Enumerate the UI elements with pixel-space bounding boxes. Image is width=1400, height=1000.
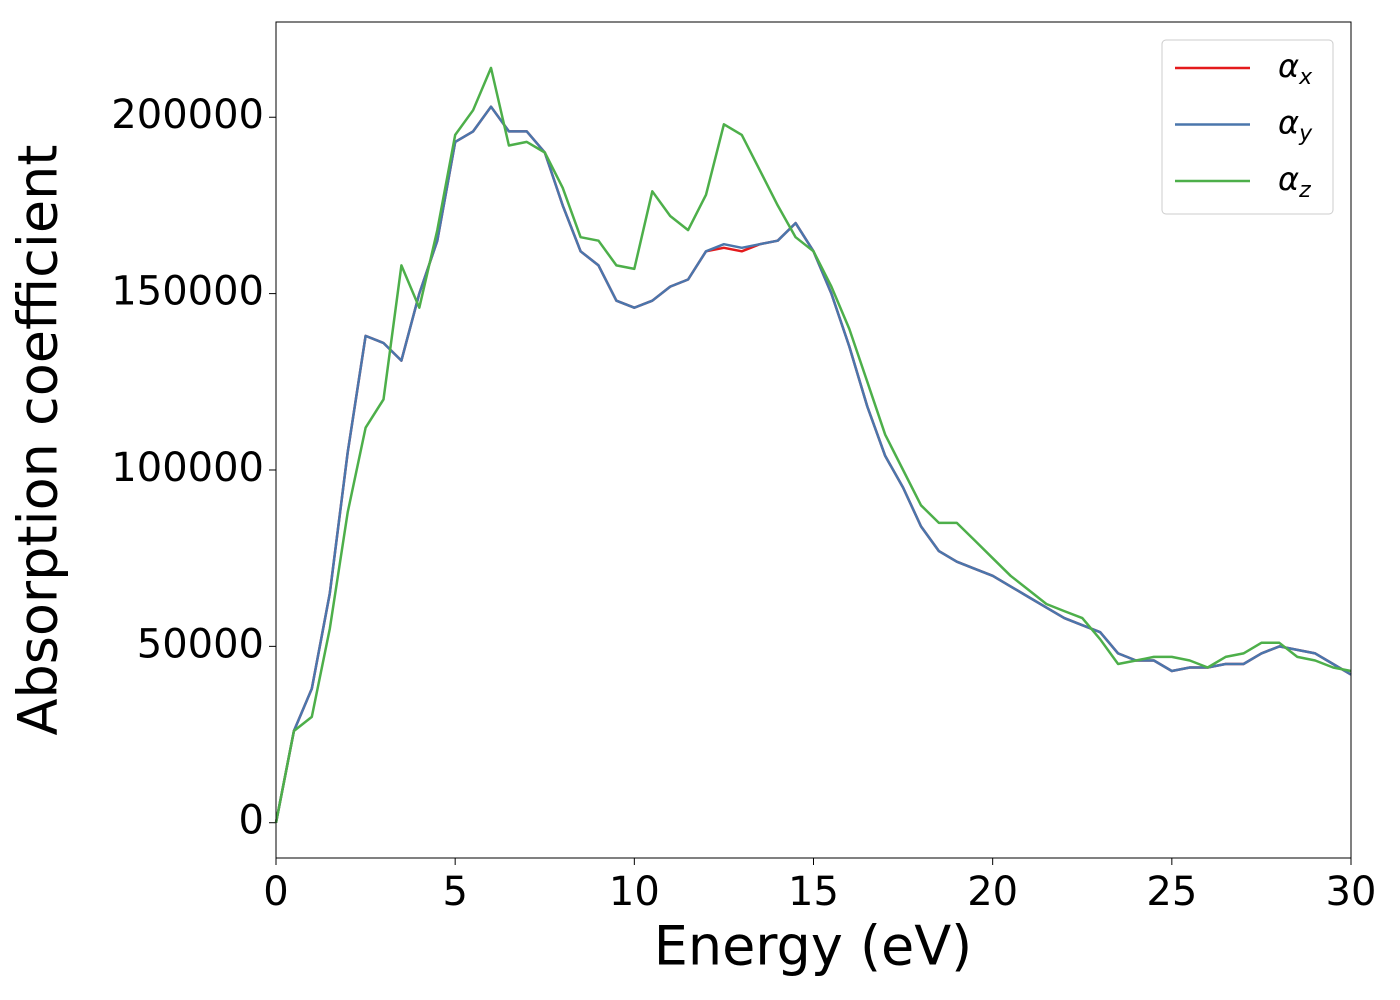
y-tick-label: 50000 xyxy=(137,621,264,667)
x-tick-label: 10 xyxy=(609,869,660,915)
y-tick-label: 0 xyxy=(239,798,264,844)
x-tick-label: 30 xyxy=(1326,869,1377,915)
x-tick-label: 0 xyxy=(263,869,288,915)
plot-frame xyxy=(275,21,1352,859)
y-tick-label: 100000 xyxy=(111,445,264,491)
legend-label: αy xyxy=(1278,104,1313,147)
y-axis-label: Absorption coefficient xyxy=(7,145,70,736)
y-tick-label: 200000 xyxy=(111,92,264,138)
x-tick-label: 20 xyxy=(967,869,1018,915)
x-tick-label: 15 xyxy=(788,869,839,915)
x-tick-label: 5 xyxy=(442,869,467,915)
x-tick-label: 25 xyxy=(1146,869,1197,915)
data-line xyxy=(274,66,1352,823)
legend-box xyxy=(1161,39,1334,215)
legend-label: αx xyxy=(1278,47,1313,90)
y-tick-label: 150000 xyxy=(111,269,264,315)
x-axis-label: Energy (eV) xyxy=(654,915,973,978)
